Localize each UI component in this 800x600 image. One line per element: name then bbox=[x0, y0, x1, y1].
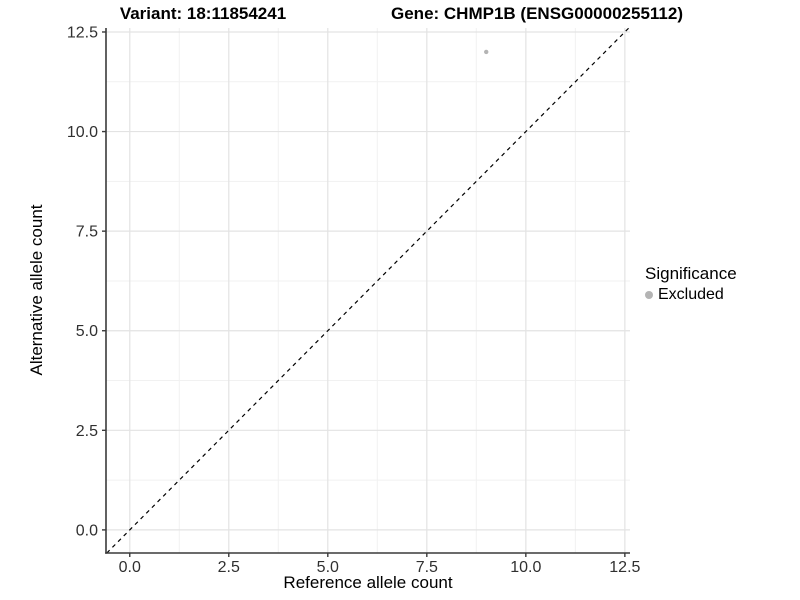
x-axis-title: Reference allele count bbox=[283, 573, 453, 592]
x-tick-label: 10.0 bbox=[510, 559, 541, 576]
y-tick-label: 7.5 bbox=[76, 224, 98, 241]
y-tick-label: 12.5 bbox=[67, 24, 98, 41]
y-tick-label: 5.0 bbox=[76, 323, 98, 340]
legend-title: Significance bbox=[645, 264, 737, 283]
x-tick-label: 0.0 bbox=[119, 559, 141, 576]
legend-item-excluded: Excluded bbox=[645, 286, 737, 304]
identity-dashed-line bbox=[106, 27, 630, 554]
plot-title-gene: Gene: CHMP1B (ENSG00000255112) bbox=[391, 4, 683, 23]
y-tick-label: 10.0 bbox=[67, 124, 98, 141]
legend-item-label: Excluded bbox=[658, 286, 724, 303]
y-axis-title: Alternative allele count bbox=[27, 204, 46, 376]
x-tick-label: 7.5 bbox=[416, 559, 438, 576]
legend: Significance Excluded bbox=[645, 264, 737, 304]
x-tick-label: 2.5 bbox=[218, 559, 240, 576]
plot-title-variant: Variant: 18:11854241 bbox=[119, 4, 287, 23]
y-tick-label: 2.5 bbox=[76, 423, 98, 440]
legend-key-circle-icon bbox=[645, 291, 653, 299]
x-tick-label: 12.5 bbox=[609, 559, 640, 576]
x-tick-label: 5.0 bbox=[317, 559, 339, 576]
y-tick-label: 0.0 bbox=[76, 522, 98, 539]
data-point bbox=[484, 49, 489, 55]
